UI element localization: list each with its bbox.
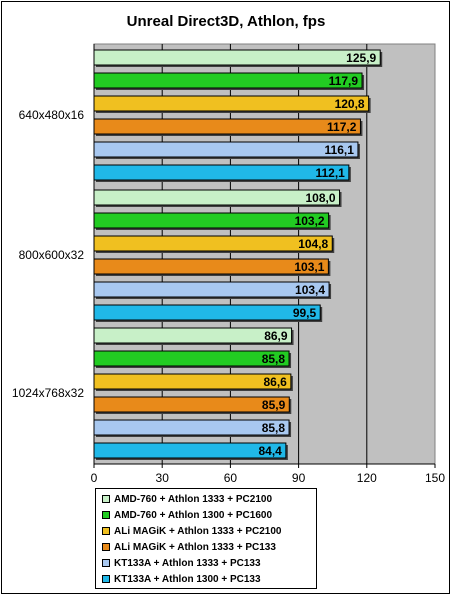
bar-value-label: 103,4 [295,283,325,297]
bar [93,164,350,181]
bar-value-label: 103,2 [295,214,325,228]
bar [93,72,363,89]
bar [93,189,341,206]
bar [93,258,329,275]
bar [93,419,290,436]
bar [93,396,290,413]
bar [93,49,381,66]
category-label: 640x480x16 [19,108,85,122]
bar-value-label: 103,1 [294,260,324,274]
bar-value-label: 112,1 [315,166,345,180]
category-label: 1024x768x32 [12,386,84,400]
bar-value-label: 86,6 [264,375,288,389]
chart-title: Unreal Direct3D, Athlon, fps [126,13,326,30]
bar [93,212,330,229]
legend-label: ALi MAGiK + Athlon 1333 + PC2100 [114,525,282,537]
bar [93,118,361,135]
legend-item: KT133A + Athlon 1300 + PC133 [102,571,316,587]
legend-swatch [102,543,110,551]
category-label: 800x600x32 [19,248,85,262]
x-tick-label: 120 [357,471,377,485]
legend-label: AMD-760 + Athlon 1300 + PC1600 [114,509,273,521]
legend-item: AMD-760 + Athlon 1333 + PC2100 [102,491,316,507]
x-tick-label: 30 [156,471,170,485]
bar-value-label: 84,4 [259,444,283,458]
bar [93,350,290,367]
x-tick-label: 150 [425,471,445,485]
bar-value-label: 99,5 [293,306,317,320]
bar-value-label: 85,8 [262,421,286,435]
legend-item: AMD-760 + Athlon 1300 + PC1600 [102,507,316,523]
bar [93,95,370,112]
bar [93,327,293,344]
bar-value-label: 120,8 [335,97,365,111]
bar [93,141,359,158]
x-tick-label: 90 [292,471,306,485]
bar-value-label: 86,9 [264,329,288,343]
legend-item: ALi MAGiK + Athlon 1333 + PC133 [102,539,316,555]
x-tick-label: 0 [91,471,98,485]
legend-swatch [102,559,110,567]
bar [93,373,292,390]
plot-area [93,43,436,465]
legend-label: ALi MAGiK + Athlon 1333 + PC133 [114,541,276,553]
legend-label: KT133A + Athlon 1300 + PC133 [114,573,261,585]
x-tick-label: 60 [224,471,238,485]
bar-value-label: 108,0 [305,191,335,205]
bar-value-label: 85,8 [262,352,286,366]
legend-swatch [102,575,110,583]
bar [93,442,287,459]
legend-item: ALi MAGiK + Athlon 1333 + PC2100 [102,523,316,539]
bar-value-label: 85,9 [262,398,286,412]
bar-value-label: 117,9 [329,74,359,88]
legend-swatch [102,511,110,519]
bar-value-label: 116,1 [325,143,355,157]
legend-label: AMD-760 + Athlon 1333 + PC2100 [114,493,273,505]
bar-value-label: 104,8 [298,237,328,251]
legend-item: KT133A + Athlon 1333 + PC133 [102,555,316,571]
bar-value-label: 117,2 [327,120,357,134]
legend-swatch [102,495,110,503]
bar [93,304,321,321]
bar [93,281,330,298]
bar [93,235,333,252]
bar-value-label: 125,9 [346,51,376,65]
legend-swatch [102,527,110,535]
legend: AMD-760 + Athlon 1333 + PC2100 AMD-760 + … [95,488,317,589]
legend-label: KT133A + Athlon 1333 + PC133 [114,557,261,569]
